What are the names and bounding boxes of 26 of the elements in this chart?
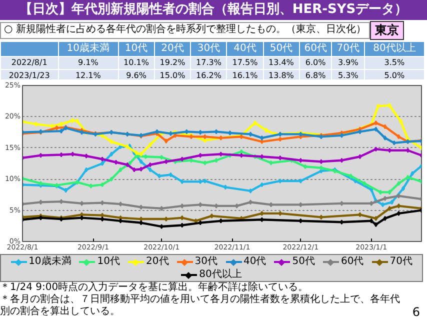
legend-label: 30代 bbox=[194, 256, 218, 268]
legend-label: 40代 bbox=[242, 256, 266, 268]
text: 80代以上 bbox=[373, 43, 416, 54]
chart-subtitle: ○ 新規陽性者に占める各年代の割合を時系列で整理したもの。（東京、日次化） bbox=[0, 22, 370, 39]
text: 2022/8/1 9.1% 10.1% 19.2% 17.3% 17.5% 13.4% 6.0% 3.9% 3.5% bbox=[11, 58, 405, 68]
text: 70代 bbox=[336, 43, 360, 54]
legend-label: 10歳未満 bbox=[28, 256, 72, 268]
legend-label: 80代以上 bbox=[198, 269, 242, 281]
text: 2023/1/23 12.1% 9.6% 15.0% 16.2% 16.1% 13.8% 6.8% 5.3% 5.0% bbox=[8, 70, 405, 80]
text: 6 bbox=[411, 305, 420, 319]
legend-label: 20代 bbox=[145, 256, 169, 268]
legend-label: 50代 bbox=[291, 256, 315, 268]
text: ＊各月の割合は、７日間移動平均の値を用いて各月の陽性者数を累積化した上で、各年代別の割合を算出している。 bbox=[0, 294, 400, 317]
text: ＊1/24 9:00時点の入力データを基に算出。年齢不詳は除いている。 bbox=[0, 282, 308, 293]
text: 30代 bbox=[197, 43, 220, 54]
text: 東京 bbox=[370, 21, 404, 40]
text: 50代 bbox=[270, 43, 293, 54]
text: 20代 bbox=[161, 43, 184, 54]
text: 10歳未満 bbox=[66, 43, 110, 54]
text: 10代 bbox=[124, 43, 148, 54]
text: 40代 bbox=[234, 43, 256, 54]
text: 60代 bbox=[304, 43, 327, 54]
legend-label: 60代 bbox=[340, 256, 364, 268]
legend-label: 10代 bbox=[96, 256, 120, 268]
chart-title: 【日次】年代別新規陽性者の割合（報告日別、HER-SYSデータ） bbox=[19, 0, 408, 19]
legend-label: 70代 bbox=[388, 256, 412, 268]
